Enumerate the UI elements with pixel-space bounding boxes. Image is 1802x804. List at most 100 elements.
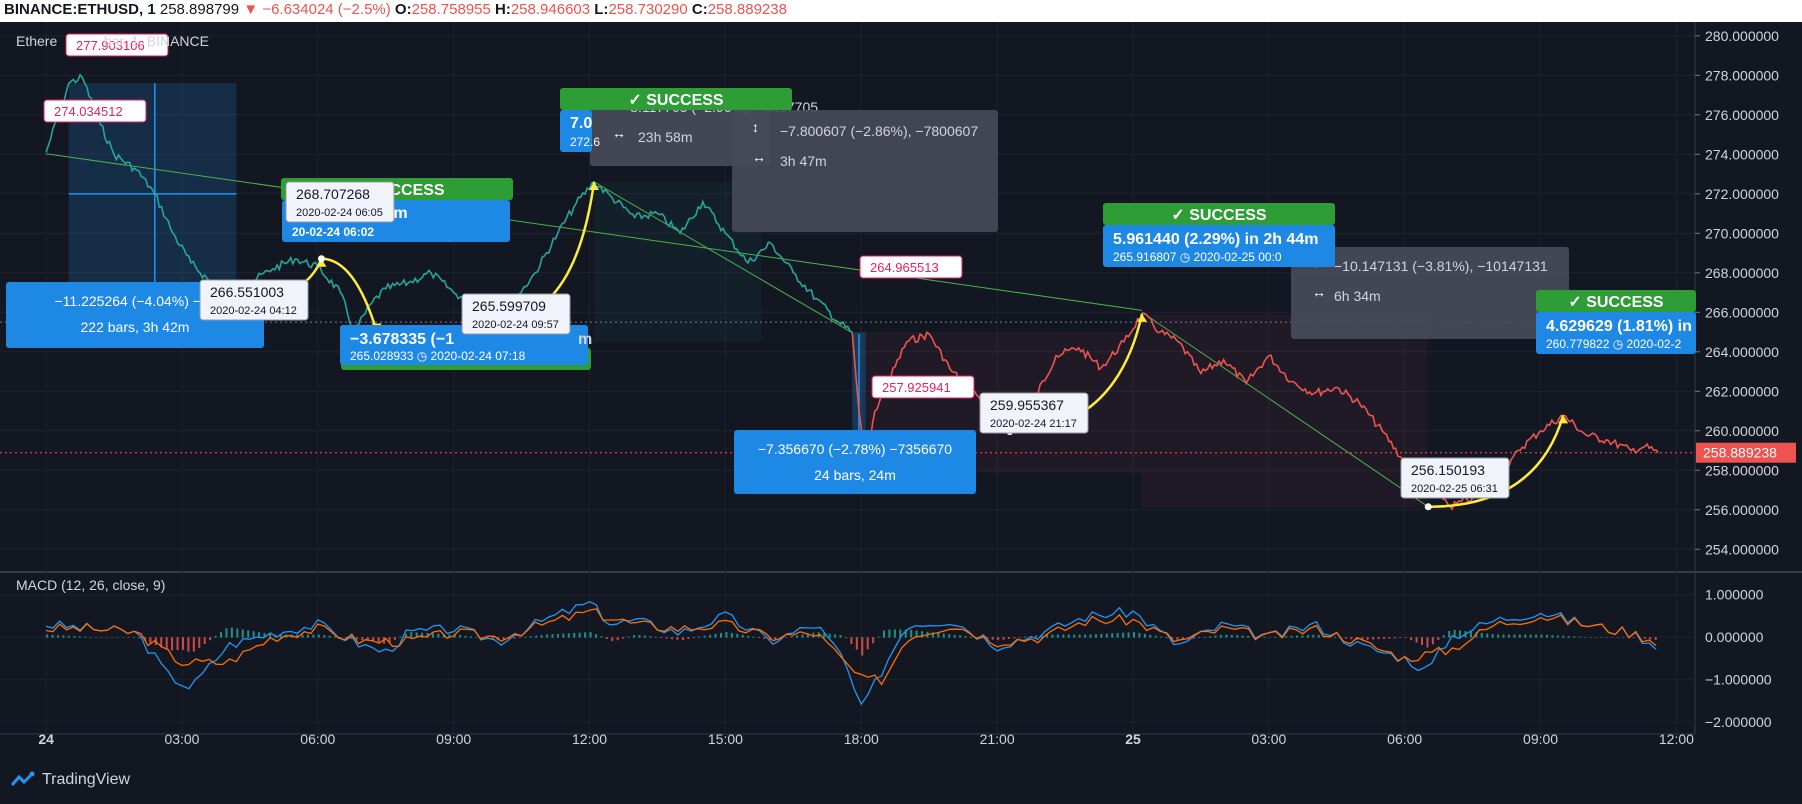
macd-histogram-bar xyxy=(1268,637,1271,638)
projection-result-box-line2: 265.028933 ◷ 2020-02-24 07:18 xyxy=(350,349,526,363)
macd-histogram-bar xyxy=(741,634,744,638)
macd-histogram-bar xyxy=(1421,637,1424,645)
open-value: 258.758955 xyxy=(411,1,491,18)
price-flag-line1: 274.034512 xyxy=(54,104,123,119)
macd-histogram-bar xyxy=(1643,637,1646,639)
macd-signal-line xyxy=(45,608,1657,686)
stats-box-duration: 3h 47m xyxy=(780,153,827,169)
macd-histogram-bar xyxy=(480,637,483,639)
projection-result-box-line1: 5.961440 (2.29%) in 2h 44m xyxy=(1113,231,1318,248)
macd-histogram-bar xyxy=(1062,634,1065,638)
macd-histogram-bar xyxy=(399,636,402,638)
macd-histogram-bar xyxy=(84,636,87,638)
projection-result-box-line2: 272.6 xyxy=(570,135,600,149)
vertical-range-icon: ↕ xyxy=(752,119,759,135)
y-tick-label: 264.000000 xyxy=(1705,344,1779,360)
projection-result-box xyxy=(1103,225,1335,267)
macd-histogram-bar xyxy=(181,637,184,650)
macd-histogram-bar xyxy=(660,637,663,638)
macd-histogram-bar xyxy=(1551,635,1554,638)
macd-histogram-bar xyxy=(1545,634,1548,638)
macd-histogram-bar xyxy=(1160,636,1163,638)
measure-result-box-line2: 222 bars, 3h 42m xyxy=(81,319,190,335)
projection-result-box-line1: 7.0 xyxy=(570,115,592,132)
macd-histogram-bar xyxy=(1567,636,1570,638)
macd-histogram-bar xyxy=(366,637,369,641)
macd-histogram-bar xyxy=(1122,632,1125,638)
y-tick-label: 272.000000 xyxy=(1705,186,1779,202)
macd-histogram-bar xyxy=(861,637,864,656)
macd-histogram-bar xyxy=(220,632,223,638)
success-label xyxy=(1103,203,1335,225)
projection-result-box xyxy=(1536,312,1696,354)
macd-histogram-bar xyxy=(464,635,467,638)
macd-histogram-bar xyxy=(268,633,271,638)
macd-histogram-bar xyxy=(622,637,625,639)
macd-histogram-bar xyxy=(1393,637,1396,639)
measure-result-box-line2: 24 bars, 24m xyxy=(814,467,896,483)
x-tick-label: 21:00 xyxy=(980,731,1015,747)
point-label-line1: 256.150193 xyxy=(1411,462,1485,478)
macd-histogram-bar xyxy=(312,634,315,638)
macd-histogram-bar xyxy=(1426,637,1429,648)
macd-histogram-bar xyxy=(1100,633,1103,638)
macd-histogram-bar xyxy=(638,635,641,638)
macd-histogram-bar xyxy=(959,635,962,638)
macd-histogram-bar xyxy=(1203,636,1206,638)
macd-histogram-bar xyxy=(1529,634,1532,638)
forecast-path xyxy=(321,257,378,332)
open-label: O: xyxy=(394,1,412,18)
macd-histogram-bar xyxy=(969,636,972,638)
y-tick-label: 260.000000 xyxy=(1705,423,1779,439)
macd-histogram-bar xyxy=(404,633,407,638)
macd-histogram-bar xyxy=(1132,632,1135,638)
stats-box-duration: 23h 58m xyxy=(638,129,692,145)
macd-histogram-bar xyxy=(964,636,967,638)
macd-histogram-bar xyxy=(1442,635,1445,638)
macd-histogram-bar xyxy=(1334,636,1337,638)
macd-histogram-bar xyxy=(1578,636,1581,638)
macd-histogram-bar xyxy=(62,635,65,638)
macd-histogram-bar xyxy=(986,637,989,639)
macd-histogram-bar xyxy=(1404,637,1407,638)
macd-histogram-bar xyxy=(431,633,434,638)
point-label-line2: 2020-02-24 06:05 xyxy=(296,207,383,219)
macd-histogram-bar xyxy=(763,637,766,639)
macd-histogram-bar xyxy=(421,632,424,638)
macd-histogram-bar xyxy=(812,632,815,638)
macd-histogram-bar xyxy=(1632,637,1635,638)
x-tick-label: 15:00 xyxy=(708,731,743,747)
macd-histogram-bar xyxy=(785,637,788,638)
price-chart[interactable]: 280.000000 278.000000 276.000000 274.000000… xyxy=(0,22,1802,764)
stats-box xyxy=(732,110,998,232)
projection-result-box-line2: 260.779822 ◷ 2020-02-2 xyxy=(1546,337,1682,351)
success-label xyxy=(1536,290,1696,312)
macd-histogram-bar xyxy=(345,637,348,639)
price-flag xyxy=(43,99,147,123)
macd-histogram-bar xyxy=(410,632,413,638)
macd-histogram-bar xyxy=(301,634,304,638)
macd-histogram-bar xyxy=(866,637,869,650)
tradingview-brand[interactable]: TradingView xyxy=(10,771,130,789)
macd-histogram-bar xyxy=(334,636,337,638)
x-tick-label: 03:00 xyxy=(164,731,199,747)
macd-histogram-bar xyxy=(1649,637,1652,640)
macd-histogram-bar xyxy=(806,633,809,638)
macd-histogram-bar xyxy=(1056,634,1059,638)
projection-result-box-line2: 20-02-24 06:02 xyxy=(292,225,374,239)
macd-histogram-bar xyxy=(671,637,674,640)
macd-histogram-bar xyxy=(1589,637,1592,638)
macd-histogram-bar xyxy=(1459,630,1462,638)
macd-histogram-bar xyxy=(1192,637,1195,639)
macd-histogram-bar xyxy=(605,637,608,639)
macd-histogram-bar xyxy=(89,637,92,638)
macd-histogram-bar xyxy=(225,628,228,638)
stats-box xyxy=(1291,247,1569,339)
macd-histogram-bar xyxy=(627,636,630,638)
macd-histogram-bar xyxy=(1382,637,1385,639)
macd-histogram-bar xyxy=(1622,637,1625,638)
macd-histogram-bar xyxy=(1594,637,1597,638)
macd-histogram-bar xyxy=(839,635,842,638)
macd-histogram-bar xyxy=(676,637,679,640)
range-area xyxy=(1142,314,1428,508)
